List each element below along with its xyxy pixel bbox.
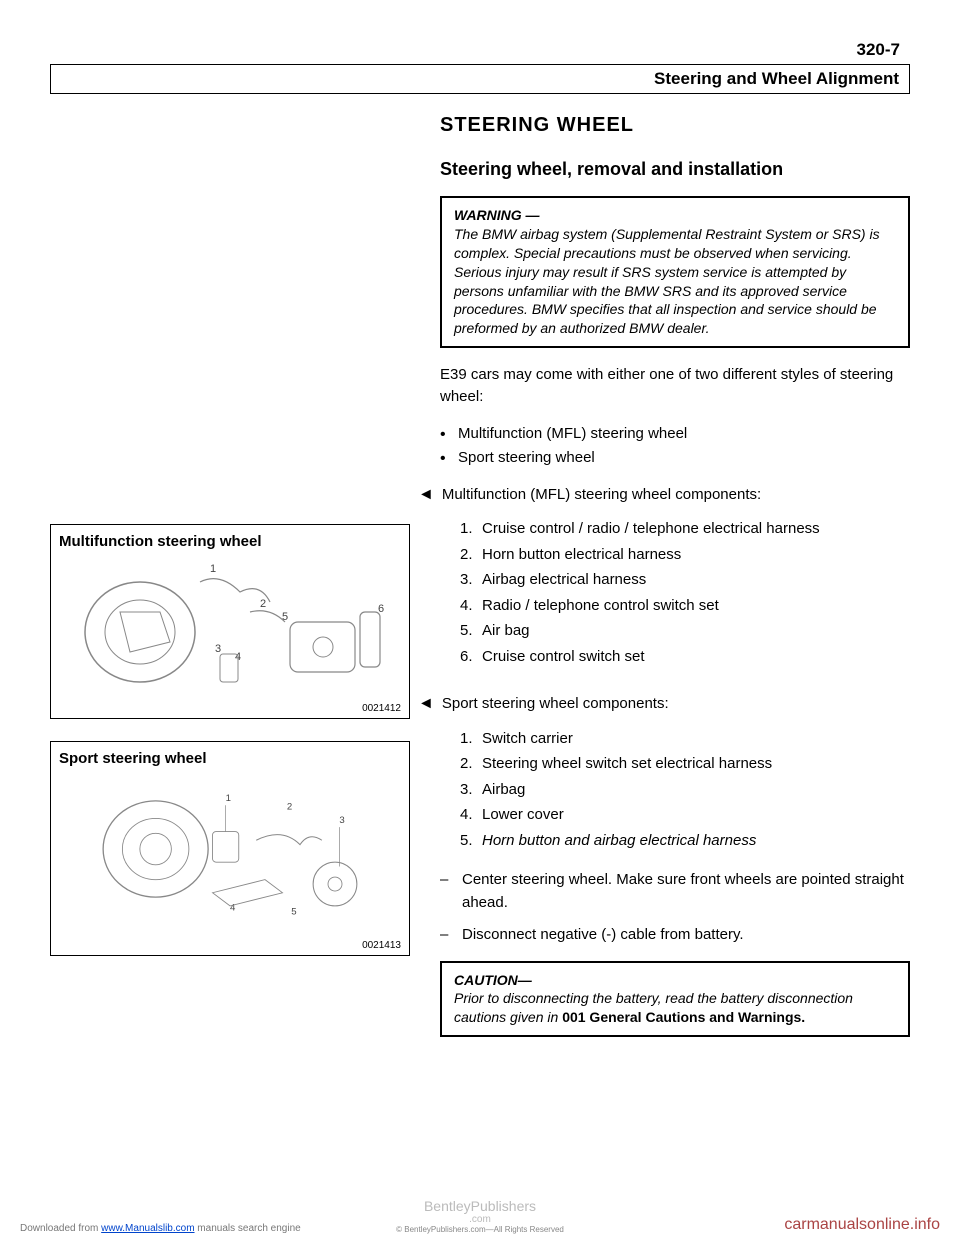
warning-box: WARNING — The BMW airbag system (Supplem…	[440, 196, 910, 348]
caution-title: CAUTION—	[454, 972, 532, 988]
warning-title: WARNING —	[454, 207, 540, 223]
footer-brand: BentleyPublishers	[396, 1198, 564, 1214]
svg-text:1: 1	[226, 793, 231, 804]
header-bar: Steering and Wheel Alignment	[50, 64, 910, 94]
footer-domain: .com	[396, 1214, 564, 1225]
list-item: 3.Airbag electrical harness	[460, 567, 910, 593]
figure-mfl-title: Multifunction steering wheel	[59, 533, 401, 550]
list-item: 4.Radio / telephone control switch set	[460, 593, 910, 619]
page-footer: Downloaded from www.Manualslib.com manua…	[0, 1216, 960, 1234]
procedure-steps: Center steering wheel. Make sure front w…	[440, 869, 910, 947]
caution-box: CAUTION— Prior to disconnecting the batt…	[440, 961, 910, 1038]
svg-text:4: 4	[230, 902, 236, 913]
manualslib-link[interactable]: www.Manualslib.com	[101, 1223, 194, 1234]
figure-sport-title: Sport steering wheel	[59, 750, 401, 767]
svg-text:2: 2	[260, 598, 266, 610]
mfl-pointer-text: Multifunction (MFL) steering wheel compo…	[442, 484, 761, 505]
list-item: 5.Horn button and airbag electrical harn…	[460, 828, 910, 854]
svg-text:3: 3	[215, 643, 221, 655]
figure-sport-id: 0021413	[362, 940, 401, 951]
footer-center: BentleyPublishers .com © BentleyPublishe…	[396, 1198, 564, 1234]
footer-right-watermark: carmanualsonline.info	[784, 1216, 940, 1234]
section-heading: STEERING WHEEL	[440, 114, 910, 137]
list-item: 2.Horn button electrical harness	[460, 542, 910, 568]
content-area: Multifunction steering wheel 1 2 5 6 3	[50, 114, 910, 1053]
list-item: 2.Steering wheel switch set electrical h…	[460, 751, 910, 777]
left-column: Multifunction steering wheel 1 2 5 6 3	[50, 114, 410, 1053]
list-item: Disconnect negative (-) cable from batte…	[440, 924, 910, 947]
pointer-arrow-icon: ◄	[418, 484, 434, 506]
mfl-pointer-line: ◄ Multifunction (MFL) steering wheel com…	[440, 484, 910, 506]
list-item: 5.Air bag	[460, 618, 910, 644]
list-item: Sport steering wheel	[440, 446, 910, 470]
list-item: 1.Cruise control / radio / telephone ele…	[460, 516, 910, 542]
header-title: Steering and Wheel Alignment	[654, 69, 899, 89]
figure-mfl: Multifunction steering wheel 1 2 5 6 3	[50, 524, 410, 719]
list-item: 3.Airbag	[460, 777, 910, 803]
sport-components-list: 1.Switch carrier 2.Steering wheel switch…	[440, 726, 910, 854]
sport-pointer-line: ◄ Sport steering wheel components:	[440, 693, 910, 715]
footer-copyright: © BentleyPublishers.com—All Rights Reser…	[396, 1225, 564, 1234]
svg-text:5: 5	[282, 611, 288, 623]
footer-left: Downloaded from www.Manualslib.com manua…	[20, 1223, 301, 1234]
svg-text:2: 2	[287, 802, 292, 813]
caution-body: Prior to disconnecting the battery, read…	[454, 990, 853, 1025]
intro-paragraph: E39 cars may come with either one of two…	[440, 364, 910, 408]
warning-body: The BMW airbag system (Supplemental Rest…	[454, 226, 880, 336]
pointer-arrow-icon: ◄	[418, 693, 434, 715]
list-item: 6.Cruise control switch set	[460, 644, 910, 670]
figure-mfl-id: 0021412	[362, 703, 401, 714]
figure-sport-diagram: 1 2 3 4 5	[59, 769, 401, 929]
subsection-heading: Steering wheel, removal and installation	[440, 159, 910, 180]
mfl-components-list: 1.Cruise control / radio / telephone ele…	[440, 516, 910, 669]
list-item: Center steering wheel. Make sure front w…	[440, 869, 910, 914]
page-number: 320-7	[50, 40, 910, 60]
svg-text:6: 6	[378, 603, 384, 615]
figure-sport: Sport steering wheel 1 2 3 4	[50, 741, 410, 956]
svg-text:1: 1	[210, 563, 216, 575]
figure-mfl-diagram: 1 2 5 6 3 4	[59, 552, 401, 692]
style-bullet-list: Multifunction (MFL) steering wheel Sport…	[440, 422, 910, 470]
list-item: 4.Lower cover	[460, 802, 910, 828]
sport-pointer-text: Sport steering wheel components:	[442, 693, 669, 714]
list-item: Multifunction (MFL) steering wheel	[440, 422, 910, 446]
svg-text:3: 3	[339, 815, 344, 826]
right-column: STEERING WHEEL Steering wheel, removal a…	[430, 114, 910, 1053]
svg-text:5: 5	[291, 907, 296, 918]
list-item: 1.Switch carrier	[460, 726, 910, 752]
